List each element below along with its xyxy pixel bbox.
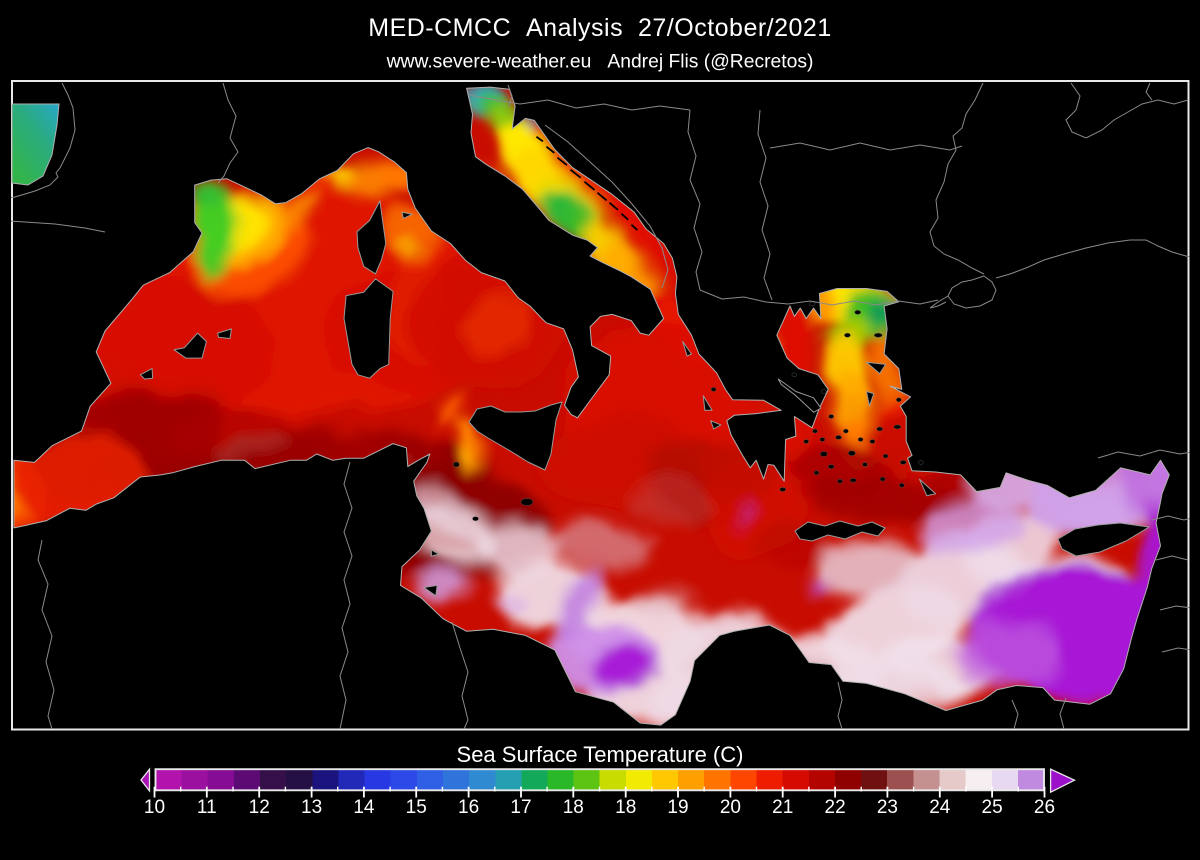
svg-text:22: 22 [825,797,846,818]
svg-text:18: 18 [615,797,636,818]
svg-text:15: 15 [406,797,427,818]
svg-text:12: 12 [249,797,270,818]
svg-text:25: 25 [982,797,1003,818]
svg-text:10: 10 [144,797,165,818]
svg-text:Sea Surface Temperature (C): Sea Surface Temperature (C) [457,742,744,767]
svg-text:13: 13 [301,797,322,818]
svg-text:20: 20 [720,797,741,818]
svg-text:23: 23 [877,797,898,818]
svg-text:MED-CMCC Analysis 27/October: MED-CMCC Analysis 27/October/2021 [368,14,831,42]
svg-text:16: 16 [458,797,479,818]
svg-text:26: 26 [1034,797,1055,818]
svg-text:14: 14 [353,797,375,818]
svg-text:17: 17 [510,797,531,818]
svg-text:21: 21 [772,797,793,818]
svg-text:24: 24 [929,797,951,818]
svg-text:11: 11 [197,797,217,818]
svg-text:18: 18 [563,797,584,818]
svg-text:19: 19 [667,797,688,818]
svg-text:www.severe-weather.eu Andrej: www.severe-weather.eu Andrej Flis (@Recr… [386,52,814,73]
